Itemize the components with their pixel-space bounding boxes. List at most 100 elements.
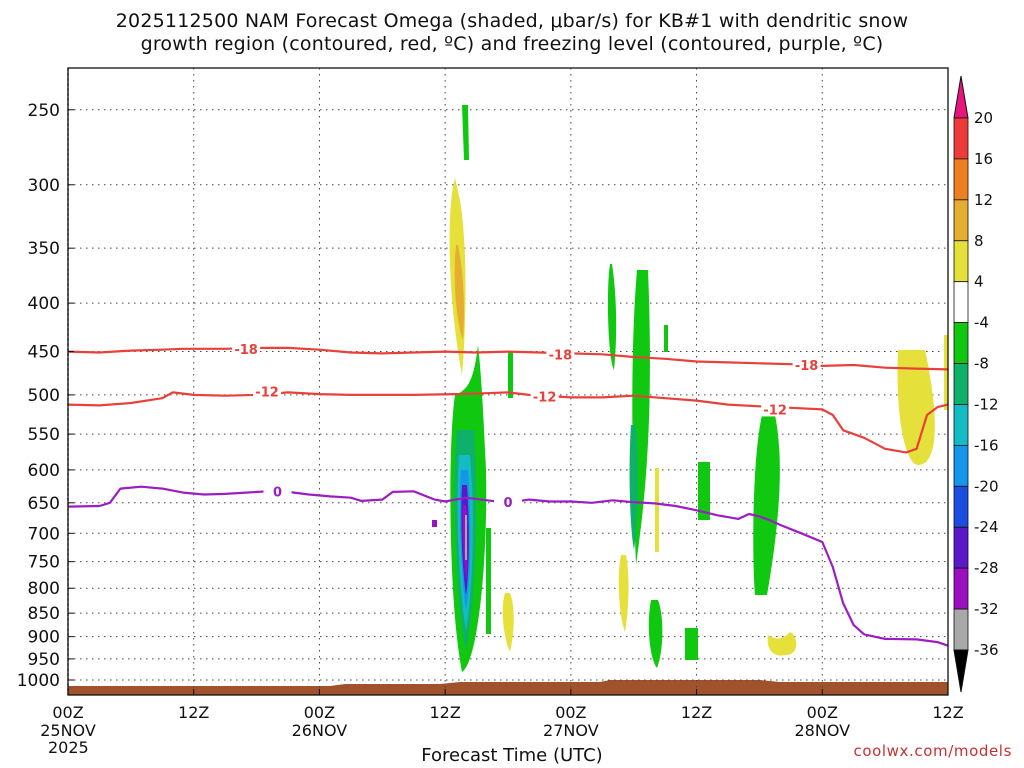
contour-line-2	[67, 485, 949, 647]
omega-blob-green-col3	[698, 462, 710, 520]
contour-label-bg-2-1	[494, 494, 522, 510]
chart-title-line1: 2025112500 NAM Forecast Omega (shaded, μ…	[115, 10, 909, 32]
colorbar-swatch-4	[953, 281, 969, 324]
chart-title-line2: growth region (contoured, red, ºC) and f…	[140, 33, 884, 55]
contour-label-0-0: -18	[234, 343, 258, 358]
omega-blob-green-streak2	[486, 528, 491, 634]
colorbar-swatch-0	[953, 117, 969, 160]
omega-blob-green-dot2	[664, 325, 668, 352]
omega-blob-green-lower3	[648, 600, 663, 668]
x-tick-sublabel-6: 28NOV	[794, 721, 850, 740]
x-tick-sublabel-4: 27NOV	[543, 721, 599, 740]
contour-line-1	[67, 391, 949, 454]
omega-blob-green-col4	[753, 415, 780, 595]
colorbar-label-10: -24	[974, 518, 999, 536]
contour-label-2-1: 0	[503, 496, 512, 511]
y-tick-label-300: 300	[28, 176, 60, 196]
colorbar-swatch-3	[953, 240, 969, 283]
x-tick-label-3: 12Z	[429, 703, 460, 722]
colorbar-swatch-1	[953, 158, 969, 201]
contour-label-bg-0-2	[792, 357, 821, 373]
colorbar-label-6: -8	[974, 355, 989, 373]
y-tick-label-900: 900	[28, 628, 60, 648]
y-tick-label-500: 500	[28, 386, 60, 406]
y-tick-label-250: 250	[28, 101, 60, 121]
omega-blob-green-lower4	[685, 628, 698, 660]
colorbar-label-9: -20	[974, 477, 999, 495]
y-tick-label-450: 450	[28, 343, 60, 363]
x-tick-label-7: 12Z	[932, 703, 963, 722]
colorbar-arrow-top	[953, 75, 969, 119]
contour-label-bg-1-1	[530, 388, 559, 404]
colorbar-label-13: -36	[974, 641, 999, 659]
x-tick-sublabel-2: 26NOV	[292, 721, 348, 740]
omega-blob-yellow-edge	[944, 335, 948, 410]
plot-frame	[67, 67, 949, 696]
colorbar-label-7: -12	[974, 395, 999, 413]
x-tick-label-0: 00Z	[52, 703, 83, 722]
y-tick-label-400: 400	[28, 294, 60, 314]
omega-blob-green-col1	[607, 264, 617, 370]
y-tick-label-550: 550	[28, 425, 60, 445]
omega-blob-green-top	[462, 105, 469, 160]
x-tick-sublabel-0: 25NOV	[40, 721, 96, 740]
contour-label-bg-1-2	[761, 401, 790, 417]
colorbar-swatch-2	[953, 199, 969, 242]
y-tick-label-800: 800	[28, 579, 60, 599]
contour-label-0-1: -18	[549, 348, 573, 363]
colorbar-label-12: -32	[974, 600, 999, 618]
contour-label-2-0: 0	[273, 485, 282, 500]
colorbar-label-11: -28	[974, 559, 999, 577]
y-tick-label-650: 650	[28, 494, 60, 514]
omega-blob-yellow-lower1	[502, 593, 514, 652]
omega-blob-yellow-lower2	[618, 555, 629, 632]
x-tick-label-6: 00Z	[807, 703, 838, 722]
colorbar-label-2: 12	[974, 191, 993, 209]
colorbar-swatch-12	[953, 608, 969, 651]
contour-label-1-1: -12	[533, 391, 557, 406]
contour-label-1-0: -12	[255, 386, 279, 401]
contour-label-0-2: -18	[795, 359, 819, 374]
y-tick-label-850: 850	[28, 604, 60, 624]
y-tick-label-1000: 1000	[17, 671, 60, 691]
terrain-band	[68, 680, 948, 695]
contour-label-1-2: -12	[763, 403, 787, 418]
footer-url: coolwx.com/models	[853, 742, 1012, 760]
omega-blob-violet-dot	[432, 520, 437, 527]
colorbar-swatch-7	[953, 404, 969, 446]
omega-blob-orange-upper	[454, 245, 465, 340]
x-axis-label: Forecast Time (UTC)	[421, 745, 603, 766]
colorbar-swatch-8	[953, 444, 969, 487]
x-tick-label-1: 12Z	[178, 703, 209, 722]
x-tick-label-2: 00Z	[304, 703, 335, 722]
colorbar-swatch-11	[953, 567, 969, 610]
omega-blob-teal-col2	[629, 425, 638, 550]
year-label: 2025	[48, 738, 89, 757]
colorbar-swatch-6	[953, 363, 969, 405]
contour-label-bg-1-0	[253, 383, 282, 399]
omega-blob-grey-main	[465, 515, 467, 560]
contour-label-bg-2-0	[263, 483, 292, 499]
colorbar-label-1: 16	[974, 150, 993, 168]
contour-label-bg-0-1	[546, 346, 575, 362]
x-tick-label-5: 12Z	[681, 703, 712, 722]
y-tick-label-350: 350	[28, 239, 60, 259]
omega-blob-yellow-right	[897, 350, 935, 465]
y-tick-label-950: 950	[28, 650, 60, 670]
colorbar-swatch-10	[953, 526, 969, 569]
y-tick-label-750: 750	[28, 553, 60, 573]
colorbar-swatch-9	[953, 485, 969, 528]
x-tick-label-4: 00Z	[555, 703, 586, 722]
omega-blob-yellow-col2	[655, 468, 659, 552]
y-tick-label-700: 700	[28, 524, 60, 544]
colorbar-label-8: -16	[974, 436, 999, 454]
omega-blob-yellow-lower5	[767, 632, 797, 656]
omega-blob-green-streak1	[508, 352, 513, 398]
colorbar-label-5: -4	[974, 314, 989, 332]
colorbar-swatch-5	[953, 322, 969, 364]
contour-label-bg-0-0	[232, 340, 261, 356]
colorbar-label-0: 20	[974, 109, 993, 127]
colorbar-label-3: 8	[974, 232, 984, 250]
y-tick-label-600: 600	[28, 461, 60, 481]
